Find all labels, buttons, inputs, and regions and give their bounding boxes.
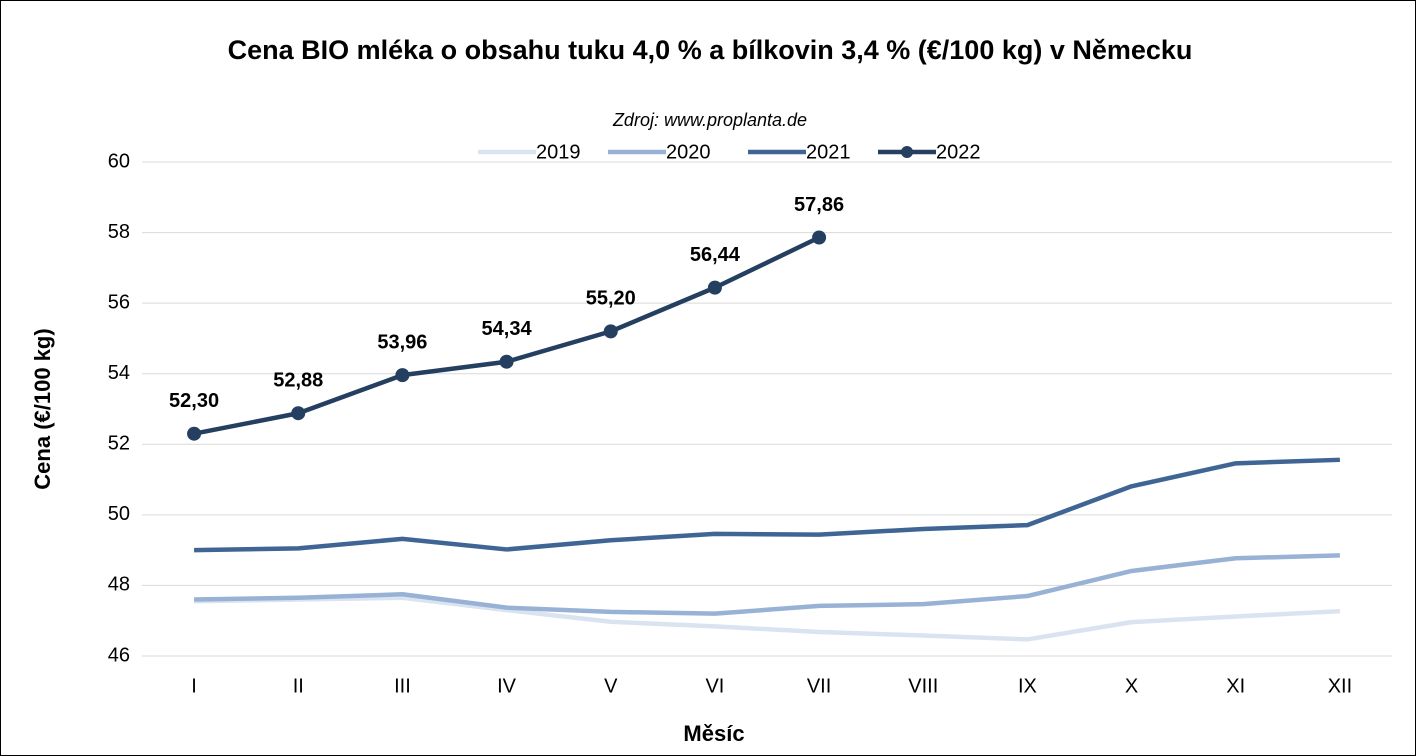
y-axis-label: Cena (€/100 kg) bbox=[30, 328, 55, 489]
legend-label: 2021 bbox=[806, 141, 851, 163]
y-tick-label: 50 bbox=[108, 503, 130, 525]
x-tick-label: IV bbox=[497, 675, 517, 697]
series-line bbox=[194, 595, 1341, 642]
y-tick-label: 48 bbox=[108, 574, 130, 596]
x-tick-label: V bbox=[604, 675, 618, 697]
x-axis-label: Měsíc bbox=[683, 721, 744, 746]
series-line bbox=[194, 553, 1340, 616]
y-tick-label: 60 bbox=[108, 150, 130, 172]
y-tick-label: 46 bbox=[108, 644, 130, 666]
x-tick-label: III bbox=[394, 675, 411, 697]
x-tick-label: II bbox=[293, 675, 304, 697]
data-label: 52,30 bbox=[169, 390, 219, 412]
series-line bbox=[194, 457, 1340, 553]
legend-label: 2020 bbox=[666, 141, 711, 163]
y-tick-label: 56 bbox=[108, 291, 130, 313]
data-point bbox=[187, 426, 202, 441]
data-label: 53,96 bbox=[377, 331, 427, 353]
data-label: 56,44 bbox=[690, 244, 741, 266]
y-tick-label: 54 bbox=[108, 362, 130, 384]
data-label: 52,88 bbox=[273, 370, 323, 392]
y-tick-label: 58 bbox=[108, 221, 130, 243]
legend-label: 2022 bbox=[936, 141, 981, 163]
x-tick-label: XII bbox=[1328, 675, 1352, 697]
data-label: 57,86 bbox=[794, 194, 844, 216]
data-point bbox=[603, 324, 618, 339]
x-tick-label: VII bbox=[807, 675, 831, 697]
legend-marker bbox=[901, 146, 913, 158]
data-label: 54,34 bbox=[482, 318, 533, 340]
legend-label: 2019 bbox=[536, 141, 581, 163]
x-tick-label: IX bbox=[1018, 675, 1037, 697]
x-tick-label: VIII bbox=[908, 675, 938, 697]
x-tick-label: XI bbox=[1226, 675, 1245, 697]
chart-title: Cena BIO mléka o obsahu tuku 4,0 % a bíl… bbox=[227, 35, 1193, 65]
data-point bbox=[707, 280, 722, 295]
x-tick-label: X bbox=[1125, 675, 1138, 697]
data-point bbox=[499, 354, 514, 369]
data-point bbox=[395, 368, 410, 383]
data-point bbox=[812, 230, 827, 245]
chart-subtitle: Zdroj: www.proplanta.de bbox=[612, 110, 807, 130]
data-point bbox=[291, 406, 306, 421]
x-tick-label: VI bbox=[705, 675, 724, 697]
data-label: 55,20 bbox=[586, 288, 636, 310]
x-tick-label: I bbox=[191, 675, 197, 697]
y-tick-label: 52 bbox=[108, 433, 130, 455]
